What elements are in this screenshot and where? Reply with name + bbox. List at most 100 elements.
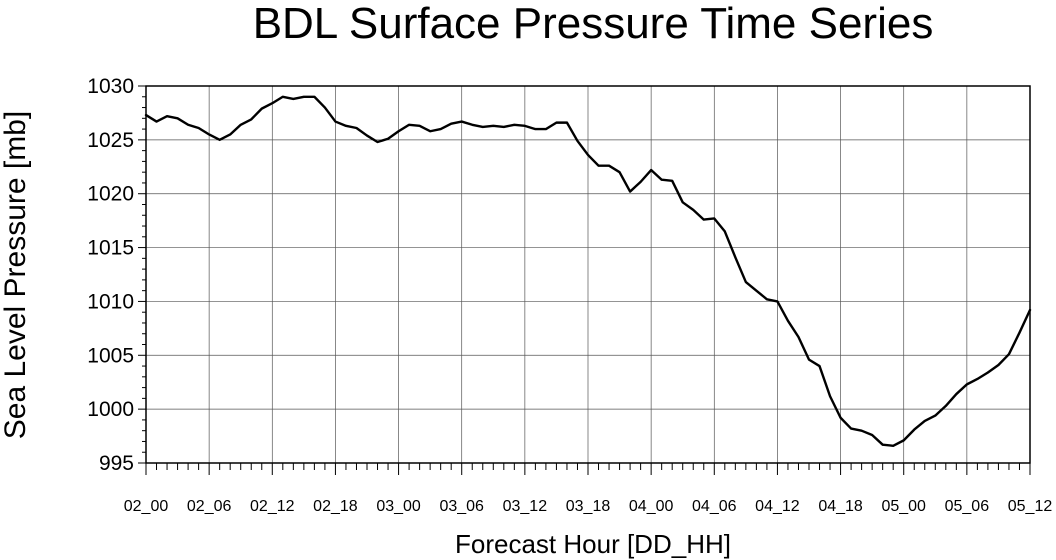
pressure-data-point	[176, 117, 179, 120]
pressure-data-point	[418, 124, 421, 127]
pressure-data-point	[629, 190, 631, 193]
pressure-data-point	[976, 378, 979, 380]
pressure-data-point	[597, 164, 600, 167]
pressure-data-point	[513, 123, 516, 126]
pressure-data-point	[787, 319, 789, 322]
pressure-data-point	[797, 336, 800, 338]
pressure-data-point	[250, 118, 253, 121]
pressure-data-point	[324, 106, 326, 109]
pressure-data-point	[545, 128, 547, 130]
pressure-data-point	[376, 141, 379, 143]
pressure-data-point	[523, 124, 526, 127]
x-tick-label: 02_06	[187, 498, 232, 515]
pressure-data-point	[555, 121, 558, 124]
x-tick-label: 05_12	[1008, 498, 1053, 515]
pressure-data-point	[218, 138, 221, 141]
pressure-data-point	[881, 443, 884, 446]
series-layer	[144, 95, 1032, 447]
pressure-data-point	[271, 102, 274, 105]
pressure-data-point	[639, 180, 642, 183]
chart-title: BDL Surface Pressure Time Series	[253, 0, 934, 48]
x-tick-label: 04_06	[692, 498, 737, 515]
x-tick-label: 02_12	[250, 498, 295, 515]
pressure-data-point	[681, 201, 684, 204]
pressure-data-point	[566, 121, 568, 124]
pressure-data-point	[239, 123, 242, 126]
pressure-data-point	[987, 371, 989, 374]
x-tick-label: 03_18	[566, 498, 611, 515]
pressure-data-point	[829, 395, 831, 398]
pressure-data-point	[692, 208, 695, 211]
pressure-data-point	[934, 414, 937, 417]
pressure-data-point	[334, 120, 337, 123]
pressure-data-point	[608, 164, 610, 167]
tick-labels: 995 1000 1005 1010 1015 1020 1025 1030 02_00 02_0…	[87, 75, 1052, 515]
x-tick-label: 03_00	[376, 498, 421, 515]
y-tick-label: 1005	[87, 344, 134, 367]
pressure-data-point	[944, 405, 947, 407]
pressure-data-point	[744, 281, 747, 283]
pressure-data-point	[345, 124, 347, 127]
x-tick-label: 02_00	[124, 498, 169, 515]
pressure-data-point	[187, 123, 189, 126]
x-tick-label: 04_18	[818, 498, 863, 515]
pressure-data-point	[481, 126, 484, 128]
pressure-data-point	[766, 298, 768, 301]
pressure-data-point	[818, 365, 821, 367]
pressure-data-point	[355, 127, 358, 129]
y-tick-label: 1020	[87, 183, 134, 206]
pressure-data-point	[292, 98, 295, 100]
axis-ticks	[138, 85, 1031, 475]
pressure-data-point	[618, 171, 621, 174]
y-tick-label: 1030	[87, 75, 134, 98]
plot-frame	[145, 85, 1031, 464]
pressure-data-point	[387, 137, 389, 140]
pressure-data-point	[166, 115, 168, 118]
x-tick-label: 05_00	[881, 498, 926, 515]
pressure-data-point	[892, 444, 895, 447]
x-tick-label: 03_12	[503, 498, 548, 515]
pressure-data-point	[913, 428, 916, 431]
pressure-data-point	[302, 95, 305, 98]
pressure-data-point	[923, 420, 926, 422]
pressure-data-point	[155, 120, 158, 123]
y-axis-label: Sea Level Pressure [mb]	[0, 111, 32, 440]
pressure-data-point	[871, 434, 874, 436]
x-tick-label: 04_00	[629, 498, 674, 515]
x-tick-label: 03_06	[439, 498, 484, 515]
pressure-data-point	[397, 130, 400, 133]
pressure-data-point	[408, 123, 410, 126]
pressure-data-point	[534, 128, 537, 130]
pressure-data-point	[671, 179, 674, 182]
pressure-data-point	[229, 133, 232, 136]
pressure-data-point	[839, 416, 842, 419]
pressure-data-point	[281, 95, 284, 98]
pressure-data-point	[702, 218, 705, 221]
pressure-data-point	[734, 256, 737, 259]
pressure-data-point	[429, 130, 432, 133]
pressure-data-point	[660, 178, 663, 181]
pressure-data-point	[1008, 353, 1010, 356]
pressure-data-point	[713, 217, 716, 220]
pressure-data-point	[650, 169, 653, 171]
pressure-data-point	[260, 107, 263, 110]
pressure-data-point	[313, 95, 316, 98]
y-tick-label: 1010	[87, 290, 134, 313]
pressure-data-point	[450, 122, 453, 125]
pressure-data-point	[776, 300, 779, 303]
pressure-data-point	[997, 364, 1000, 366]
y-tick-label: 1025	[87, 129, 134, 152]
pressure-data-point	[755, 289, 758, 292]
pressure-data-point	[587, 154, 589, 156]
pressure-data-point	[808, 358, 810, 361]
pressure-data-point	[1018, 331, 1021, 334]
y-tick-label: 1000	[87, 398, 134, 421]
x-axis-label: Forecast Hour [DD_HH]	[455, 529, 731, 559]
pressure-data-point	[471, 123, 474, 126]
pressure-data-point	[502, 126, 505, 128]
y-tick-label: 995	[99, 452, 134, 475]
grid-lines	[146, 86, 1030, 463]
pressure-data-point	[902, 439, 905, 442]
y-tick-label: 1015	[87, 237, 134, 260]
